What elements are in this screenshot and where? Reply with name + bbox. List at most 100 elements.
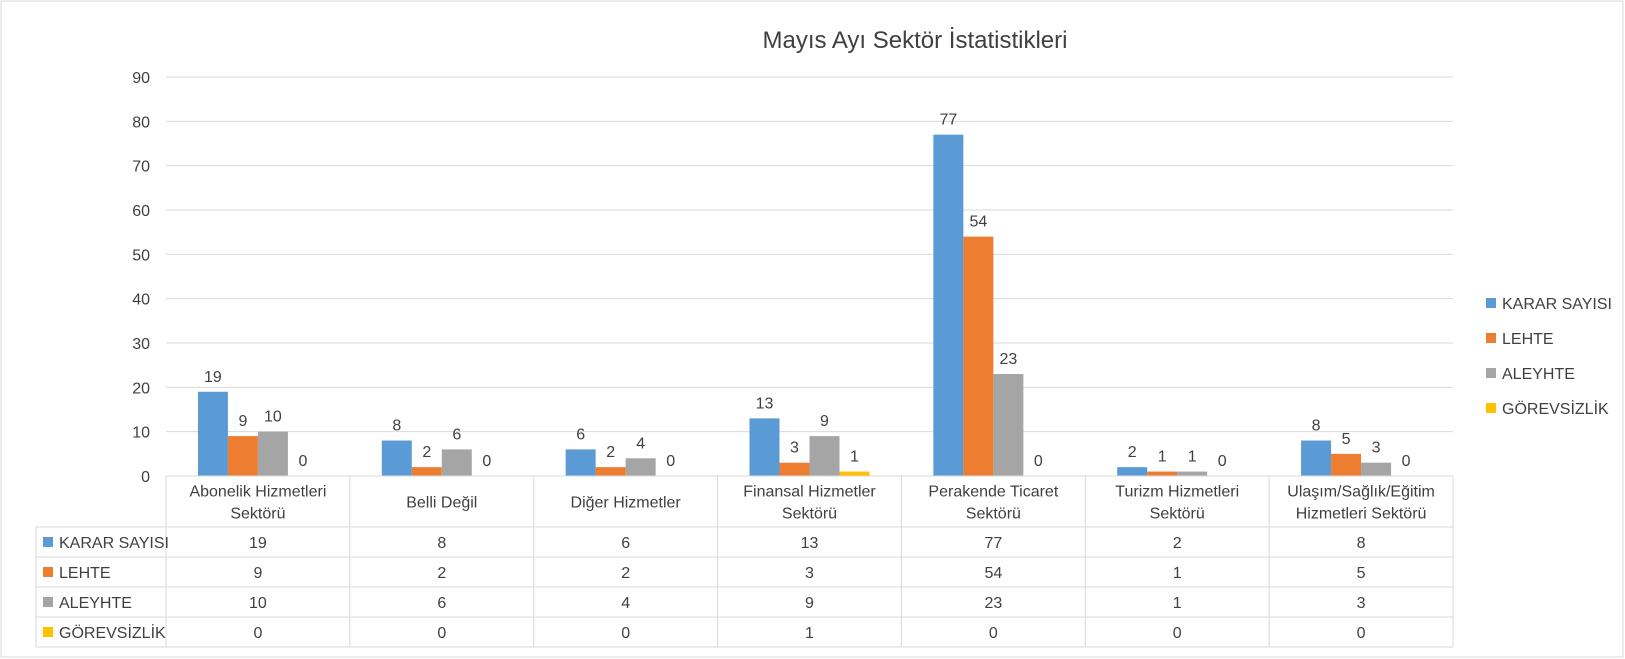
table-cell: 1 [1173,565,1182,582]
table-legend-key [43,597,53,607]
data-label: 2 [422,444,431,461]
category-label: Hizmetleri Sektörü [1296,506,1427,523]
table-cell: 0 [1173,625,1182,642]
table-cell: 5 [1357,565,1366,582]
y-tick-label: 60 [132,203,150,220]
bar [839,471,870,476]
y-axis: 0 10 20 30 40 50 60 70 80 90 [132,70,150,486]
category-label: Sektörü [1150,506,1205,523]
bar [779,462,810,476]
data-label: 0 [1402,453,1411,470]
category-label: Perakende Ticaret [928,484,1058,501]
data-label: 1 [1158,449,1167,466]
table-cell: 0 [437,625,446,642]
data-label: 0 [1034,453,1043,470]
table-cell: 0 [989,625,998,642]
legend-key [1486,298,1496,308]
data-label: 6 [452,426,461,443]
data-label: 10 [264,409,282,426]
table-cell: 6 [437,595,446,612]
bar [411,467,442,476]
table-cell: 6 [621,535,630,552]
table-cell: 13 [801,535,819,552]
legend-label: LEHTE [1502,331,1554,348]
legend-key [1486,403,1496,413]
data-label: 0 [1218,453,1227,470]
legend-label: GÖREVSİZLİK [1502,399,1609,418]
table-cell: 0 [621,625,630,642]
bars [197,134,1392,476]
table-cell: 3 [805,565,814,582]
bar [993,374,1024,476]
table-cell: 23 [984,595,1002,612]
grid-lines [166,76,1453,433]
table-legend-key [43,567,53,577]
data-label: 23 [999,351,1017,368]
y-tick-label: 90 [132,70,150,87]
y-tick-label: 80 [132,114,150,131]
y-tick-label: 30 [132,336,150,353]
category-label: Belli Değil [406,495,477,512]
table-cell: 0 [1357,625,1366,642]
table-series-label: GÖREVSİZLİK [59,623,166,642]
bar [227,436,258,476]
table-cell: 2 [1173,535,1182,552]
table-cell: 9 [805,595,814,612]
data-label: 1 [1188,449,1197,466]
legend-label: ALEYHTE [1502,366,1575,383]
legend: KARAR SAYISI LEHTE ALEYHTE GÖREVSİZLİK [1486,296,1612,418]
y-tick-label: 70 [132,159,150,176]
data-label: 54 [969,214,987,231]
category-label: Diğer Hizmetler [571,495,682,512]
data-label: 0 [666,453,675,470]
data-label: 19 [204,369,222,386]
data-label: 9 [238,413,247,430]
table-cell: 2 [437,565,446,582]
chart-title: Mayıs Ayı Sektör İstatistikleri [763,27,1068,54]
bar [1301,440,1332,476]
category-label: Turizm Hizmetleri [1115,484,1239,501]
bar [809,436,840,476]
bar [1177,471,1208,476]
bar [1117,467,1148,476]
legend-label: KARAR SAYISI [1502,296,1612,313]
bar [749,418,780,476]
data-label: 3 [790,440,799,457]
y-tick-label: 10 [132,425,150,442]
bar [963,236,994,476]
data-label: 9 [820,413,829,430]
table-cell: 1 [805,625,814,642]
data-label: 2 [1128,444,1137,461]
bar [441,449,472,476]
data-label: 13 [756,395,774,412]
y-tick-label: 50 [132,247,150,264]
table-series-label: LEHTE [59,565,111,582]
bar [595,467,626,476]
bar [257,431,288,476]
data-label: 0 [482,453,491,470]
table-series-label: ALEYHTE [59,595,132,612]
data-label: 8 [1312,418,1321,435]
table-cell: 54 [984,565,1002,582]
table-cell: 8 [1357,535,1366,552]
bar [933,134,964,476]
legend-key [1486,368,1496,378]
table-legend-key [43,537,53,547]
data-label: 5 [1342,431,1351,448]
table-cell: 10 [249,595,267,612]
category-label: Sektörü [966,506,1021,523]
table-legend-key [43,627,53,637]
category-label: Abonelik Hizmetleri [189,484,326,501]
table-cell: 0 [253,625,262,642]
table-cell: 4 [621,595,630,612]
data-label: 0 [298,453,307,470]
data-label: 8 [392,418,401,435]
category-label: Sektörü [782,506,837,523]
bar [1147,471,1178,476]
data-label: 4 [636,435,645,452]
bar [1331,453,1362,476]
bar [625,458,656,476]
